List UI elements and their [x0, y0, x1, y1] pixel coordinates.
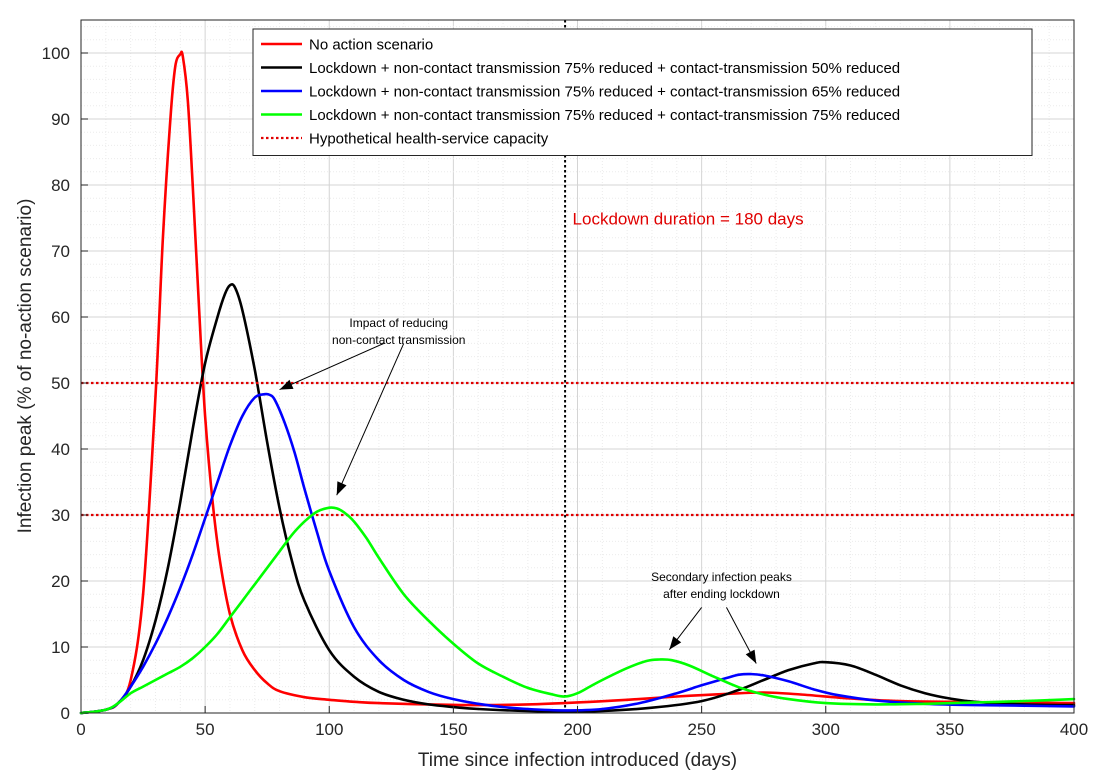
x-tick-label: 350 — [936, 720, 964, 739]
legend-label-1: No action scenario — [309, 37, 433, 54]
legend-label-5: Hypothetical health-service capacity — [309, 131, 549, 148]
y-axis-label: Infection peak (% of no-action scenario) — [15, 199, 36, 534]
x-tick-label: 300 — [812, 720, 840, 739]
annotation-arrow-shaft — [279, 342, 385, 391]
series-line-4 — [79, 506, 1076, 715]
x-tick-label: 100 — [315, 720, 343, 739]
annotation-arrow-head — [745, 649, 757, 664]
series-group — [79, 50, 1076, 715]
series-line-2 — [79, 283, 1076, 715]
y-tick-label: 30 — [51, 506, 70, 525]
legend: No action scenario Lockdown + non-contact… — [252, 28, 1033, 156]
y-tick-label: 0 — [61, 704, 70, 723]
x-axis-label: Time since infection introduced (days) — [418, 750, 737, 771]
x-tick-label: 150 — [439, 720, 467, 739]
annotations: Lockdown duration = 180 days Impact of re… — [332, 210, 804, 601]
y-tick-label: 40 — [51, 440, 70, 459]
legend-label-2: Lockdown + non-contact transmission 75% … — [309, 60, 900, 77]
series-line-3 — [79, 392, 1076, 715]
y-tick-label: 100 — [42, 44, 70, 63]
x-tick-label: 250 — [687, 720, 715, 739]
y-tick-label: 70 — [51, 242, 70, 261]
legend-label-3: Lockdown + non-contact transmission 75% … — [309, 84, 900, 101]
annotation-text-1-1: non-contact transmission — [332, 333, 465, 347]
y-tick-label: 10 — [51, 638, 70, 657]
lockdown-duration-annotation: Lockdown duration = 180 days — [573, 210, 804, 229]
x-tick-label: 50 — [196, 720, 215, 739]
legend-box — [252, 28, 1033, 156]
y-tick-label: 50 — [51, 374, 70, 393]
y-tick-label: 60 — [51, 308, 70, 327]
x-tick-label: 400 — [1060, 720, 1088, 739]
annotation-arrow-head — [669, 636, 682, 650]
axis-ticks: 0 50 100 150 200 250 300 350 400 0 10 20 30 40 50 60 70 8… — [42, 44, 1089, 739]
annotation-text-2-0: Secondary infection peaks — [651, 570, 792, 584]
legend-label-4: Lockdown + non-contact transmission 75% … — [309, 107, 900, 124]
annotation-text-1-0: Impact of reducing — [349, 316, 448, 330]
annotation-arrow-head — [279, 379, 294, 390]
y-tick-label: 90 — [51, 110, 70, 129]
annotation-text-2-1: after ending lockdown — [663, 587, 780, 601]
x-tick-label: 0 — [76, 720, 85, 739]
annotation-arrow-shaft — [336, 343, 405, 496]
y-tick-label: 20 — [51, 572, 70, 591]
annotation-arrow-head — [336, 481, 347, 496]
x-tick-label: 200 — [563, 720, 591, 739]
y-tick-label: 80 — [51, 176, 70, 195]
annotation-arrows — [279, 342, 757, 664]
